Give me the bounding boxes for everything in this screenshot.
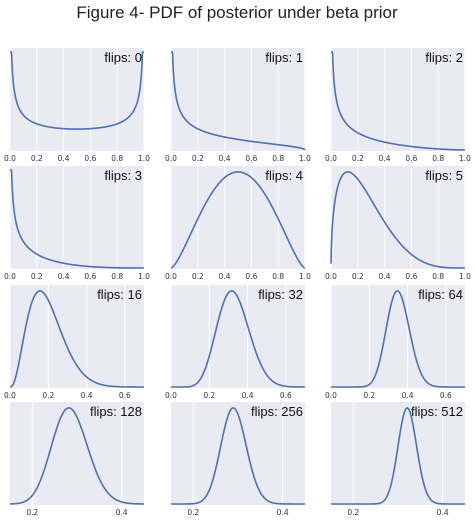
- panel-background: [171, 166, 305, 269]
- x-tick-label: 0.2: [187, 508, 199, 517]
- panel-label: flips: 4: [265, 168, 303, 183]
- x-tick-label: 0.6: [405, 154, 417, 163]
- x-tick-label: 0.0: [165, 272, 177, 281]
- chart-panel: 0.0 0.2 0.4 0.6 0.8 1.0 flips: 5: [325, 166, 471, 281]
- x-tick-label: 0.2: [363, 391, 375, 400]
- chart-panel: 0.2 0.4 flips: 512: [330, 402, 466, 517]
- x-tick-label: 0.4: [81, 391, 93, 400]
- pdf-curve: [9, 51, 145, 130]
- chart-panel: 0.0 0.2 0.4 0.6 0.8 1.0 flips: 0: [4, 48, 150, 163]
- panel-label: flips: 0: [104, 50, 142, 65]
- panel-label: flips: 5: [425, 168, 463, 183]
- x-tick-label: 1.0: [459, 272, 471, 281]
- pdf-curve: [170, 290, 306, 388]
- x-tick-label: 0.4: [116, 508, 128, 517]
- x-tick-label: 0.6: [405, 272, 417, 281]
- x-tick-label: 0.8: [432, 154, 444, 163]
- pdf-curve: [330, 51, 466, 151]
- x-tick-label: 0.4: [219, 154, 231, 163]
- x-tick-label: 0.4: [379, 272, 391, 281]
- chart-panel: 0.0 0.2 0.4 0.6 0.8 1.0 flips: 1: [165, 48, 311, 163]
- panel-background: [10, 48, 144, 151]
- panel-label: flips: 32: [258, 287, 303, 302]
- x-tick-label: 0.0: [165, 154, 177, 163]
- x-tick-label: 0.0: [325, 391, 337, 400]
- chart-panel: 0.2 0.4 flips: 128: [9, 402, 145, 517]
- panel-background: [331, 285, 465, 388]
- panel-label: flips: 2: [425, 50, 463, 65]
- panel-background: [171, 48, 305, 151]
- chart-panel: 0.0 0.2 0.4 0.6 0.8 1.0 flips: 3: [4, 166, 150, 281]
- x-tick-label: 0.0: [165, 391, 177, 400]
- panel-label: flips: 512: [411, 404, 463, 419]
- figure-title: Figure 4- PDF of posterior under beta pr…: [76, 3, 398, 22]
- x-tick-label: 0.6: [245, 272, 257, 281]
- x-tick-label: 0.4: [379, 154, 391, 163]
- panel-background: [331, 48, 465, 151]
- x-tick-label: 0.2: [42, 391, 54, 400]
- x-tick-label: 0.2: [31, 154, 43, 163]
- chart-panel: 0.0 0.2 0.4 0.6 0.8 1.0 flips: 2: [325, 48, 471, 163]
- x-tick-label: 0.2: [347, 508, 359, 517]
- pdf-curve: [170, 407, 306, 505]
- x-tick-label: 0.0: [325, 272, 337, 281]
- x-tick-label: 0.8: [111, 154, 123, 163]
- panel-label: flips: 16: [97, 287, 142, 302]
- chart-panel: 0.2 0.4 flips: 256: [170, 402, 306, 517]
- pdf-curve: [330, 407, 466, 505]
- x-tick-label: 0.2: [203, 391, 215, 400]
- pdf-curve: [330, 171, 466, 269]
- x-tick-label: 0.4: [402, 391, 414, 400]
- x-tick-label: 0.8: [432, 272, 444, 281]
- x-tick-label: 1.0: [138, 272, 150, 281]
- pdf-curve: [9, 169, 145, 269]
- x-tick-label: 0.2: [352, 272, 364, 281]
- x-tick-label: 0.0: [4, 154, 16, 163]
- chart-panel: 0.0 0.2 0.4 0.6 flips: 16: [4, 285, 145, 400]
- x-tick-label: 0.2: [26, 508, 38, 517]
- x-tick-label: 0.2: [192, 154, 204, 163]
- chart-panel: 0.0 0.2 0.4 0.6 flips: 32: [165, 285, 306, 400]
- x-tick-label: 0.6: [84, 272, 96, 281]
- x-tick-label: 0.8: [272, 154, 284, 163]
- panel-background: [331, 166, 465, 269]
- x-tick-label: 0.0: [325, 154, 337, 163]
- panel-label: flips: 1: [265, 50, 303, 65]
- x-tick-label: 0.4: [242, 391, 254, 400]
- chart-panel: 0.0 0.2 0.4 0.6 0.8 1.0 flips: 4: [165, 166, 311, 281]
- x-tick-label: 0.6: [280, 391, 292, 400]
- x-tick-label: 0.6: [245, 154, 257, 163]
- panel-label: flips: 3: [104, 168, 142, 183]
- x-tick-label: 0.8: [111, 272, 123, 281]
- x-tick-label: 0.4: [277, 508, 289, 517]
- panel-label: flips: 64: [418, 287, 463, 302]
- x-tick-label: 0.0: [4, 272, 16, 281]
- pdf-curve: [170, 51, 306, 151]
- x-tick-label: 0.4: [219, 272, 231, 281]
- panel-background: [171, 285, 305, 388]
- panel-label: flips: 256: [251, 404, 303, 419]
- x-tick-label: 1.0: [299, 154, 311, 163]
- pdf-curve: [9, 407, 145, 505]
- x-tick-label: 1.0: [459, 154, 471, 163]
- x-tick-label: 1.0: [138, 154, 150, 163]
- x-tick-label: 0.2: [31, 272, 43, 281]
- pdf-curve: [330, 290, 466, 388]
- x-tick-label: 0.8: [272, 272, 284, 281]
- panel-label: flips: 128: [90, 404, 142, 419]
- x-tick-label: 0.0: [4, 391, 16, 400]
- x-tick-label: 0.2: [352, 154, 364, 163]
- x-tick-label: 0.4: [58, 154, 70, 163]
- chart-panel: 0.0 0.2 0.4 0.6 flips: 64: [325, 285, 466, 400]
- x-tick-label: 1.0: [299, 272, 311, 281]
- x-tick-label: 0.6: [84, 154, 96, 163]
- x-tick-label: 0.6: [440, 391, 452, 400]
- pdf-curve: [9, 290, 145, 388]
- x-tick-label: 0.4: [58, 272, 70, 281]
- x-tick-label: 0.6: [119, 391, 131, 400]
- x-tick-label: 0.2: [192, 272, 204, 281]
- pdf-curve: [170, 171, 306, 269]
- x-tick-label: 0.4: [437, 508, 449, 517]
